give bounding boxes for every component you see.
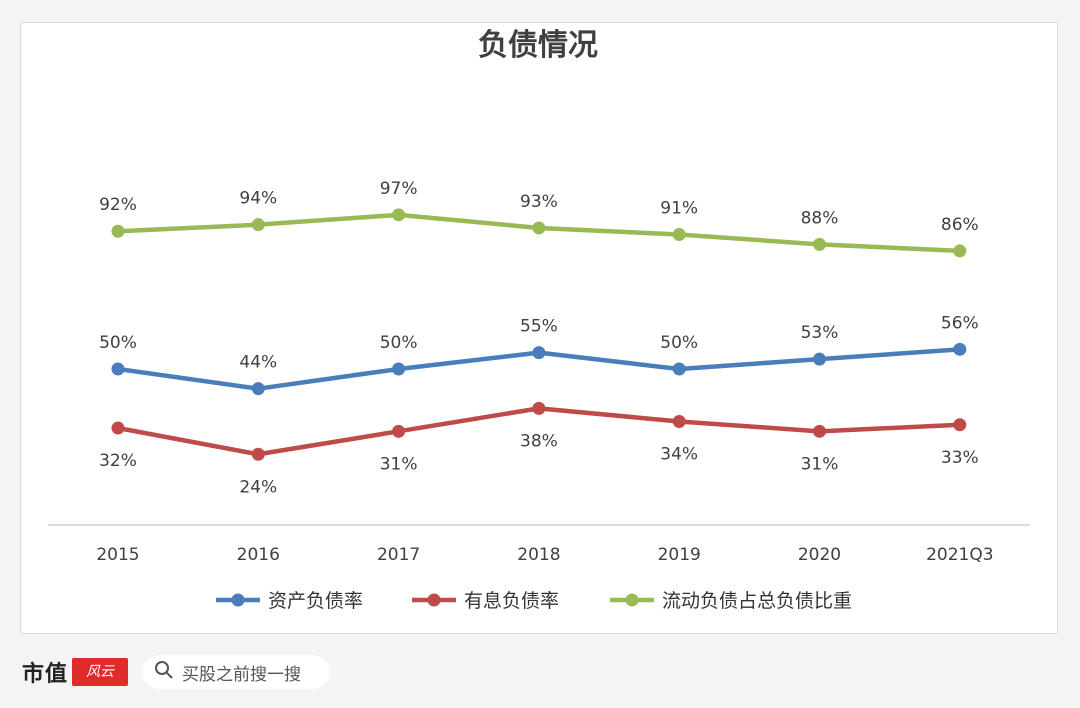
- data-point: [392, 208, 406, 222]
- data-point: [392, 424, 406, 438]
- data-label: 56%: [941, 313, 979, 333]
- data-label: 86%: [941, 215, 979, 235]
- data-point: [532, 221, 546, 235]
- x-tick-label: 2017: [377, 545, 420, 565]
- data-labels: 50% 44% 50% 55% 50% 53% 56% 32% 24% 31% 38% 34% 31% 3…: [99, 179, 979, 497]
- search-placeholder: 买股之前搜一搜: [182, 664, 302, 685]
- legend-swatch-marker: [231, 593, 245, 607]
- legend-item-label: 有息负债率: [464, 590, 559, 612]
- data-label: 94%: [239, 189, 277, 209]
- legend-item-label: 流动负债占总负债比重: [662, 590, 852, 612]
- data-point: [813, 237, 826, 251]
- data-point: [251, 218, 265, 232]
- data-point: [251, 447, 265, 461]
- data-label: 24%: [239, 477, 277, 497]
- data-label: 44%: [239, 353, 277, 373]
- data-label: 88%: [801, 208, 839, 228]
- data-label: 93%: [520, 192, 558, 212]
- data-point: [953, 418, 967, 432]
- legend-swatch-marker: [427, 593, 441, 607]
- data-point: [532, 401, 546, 415]
- brand-name: 市值: [22, 662, 69, 687]
- data-label: 53%: [801, 323, 839, 343]
- data-label: 31%: [801, 454, 839, 474]
- series-points: [111, 208, 967, 461]
- legend-swatch-marker: [625, 593, 639, 607]
- chart-card: [20, 22, 1058, 634]
- x-tick-label: 2020: [798, 545, 841, 565]
- legend-item-label: 资产负债率: [268, 590, 363, 612]
- data-label: 50%: [99, 333, 137, 353]
- footer: 市值 风云 买股之前搜一搜: [22, 652, 331, 692]
- search-box[interactable]: 买股之前搜一搜: [142, 655, 331, 689]
- data-label: 97%: [380, 179, 418, 199]
- data-label: 34%: [660, 444, 698, 464]
- search-icon: [154, 660, 174, 684]
- data-point: [953, 342, 967, 356]
- x-tick-label: 2019: [658, 545, 701, 565]
- data-point: [111, 421, 125, 435]
- data-point: [672, 228, 686, 242]
- chart-title: 负债情况: [478, 28, 598, 63]
- data-label: 55%: [520, 317, 558, 337]
- data-point: [392, 362, 406, 376]
- brand-logo: 风云: [72, 658, 129, 686]
- data-point: [813, 424, 826, 438]
- data-point: [111, 224, 125, 238]
- data-point: [111, 362, 125, 376]
- data-label: 92%: [99, 195, 137, 215]
- data-point: [953, 244, 967, 258]
- data-label: 31%: [380, 454, 418, 474]
- x-tick-label: 2018: [517, 545, 560, 565]
- x-tick-label: 2021Q3: [926, 545, 993, 565]
- data-point: [672, 362, 686, 376]
- data-label: 38%: [520, 431, 558, 451]
- data-point: [672, 414, 686, 428]
- x-tick-label: 2015: [96, 545, 139, 565]
- data-label: 91%: [660, 199, 698, 219]
- x-tick-label: 2016: [237, 545, 280, 565]
- data-label: 33%: [941, 448, 979, 468]
- data-label: 32%: [99, 451, 137, 471]
- line-chart: 50% 44% 50% 55% 50% 53% 56% 32% 24% 31% 38% 34% 31% 3…: [48, 179, 1030, 612]
- data-label: 50%: [660, 333, 698, 353]
- data-point: [251, 382, 265, 396]
- data-label: 50%: [380, 333, 418, 353]
- data-point: [532, 346, 546, 360]
- legend: 资产负债率 有息负债率 流动负债占总负债比重: [216, 590, 852, 612]
- data-point: [813, 352, 826, 366]
- x-tick-labels: 2015 2016 2017 2018 2019 2020 2021Q3: [96, 545, 993, 565]
